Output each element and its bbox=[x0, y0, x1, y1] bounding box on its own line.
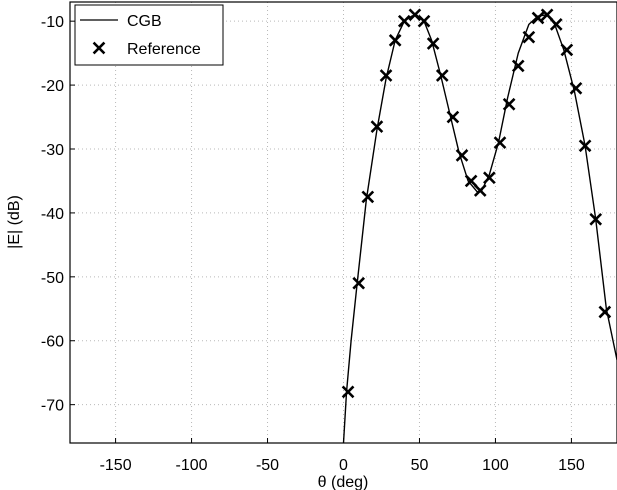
plot-series bbox=[341, 8, 617, 443]
reference-marker bbox=[379, 69, 393, 82]
plot-frame bbox=[69, 1, 617, 444]
reference-marker bbox=[589, 212, 603, 226]
reference-marker bbox=[549, 18, 563, 31]
plot-area bbox=[341, 8, 617, 443]
reference-marker bbox=[455, 149, 469, 162]
legend-label-reference: Reference bbox=[127, 41, 201, 58]
tick-marks bbox=[70, 20, 572, 443]
y-tick-label: -50 bbox=[41, 270, 64, 287]
legend-box bbox=[74, 4, 224, 66]
reference-marker bbox=[540, 8, 554, 22]
reference-marker bbox=[397, 14, 411, 28]
legend-label-cgb: CGB bbox=[127, 13, 162, 30]
reference-marker bbox=[598, 305, 612, 319]
y-axis-label: |E| (dB) bbox=[6, 195, 23, 249]
y-tick-label: -60 bbox=[41, 334, 64, 351]
reference-marker bbox=[464, 174, 478, 188]
x-tick-label: 100 bbox=[482, 457, 509, 474]
reference-marker bbox=[361, 190, 375, 204]
reference-marker bbox=[435, 69, 449, 82]
series-line-cgb bbox=[342, 14, 617, 443]
y-tick-label: -30 bbox=[41, 142, 64, 159]
x-tick-label: -100 bbox=[176, 457, 208, 474]
y-tick-label: -20 bbox=[41, 78, 64, 95]
reference-marker bbox=[426, 37, 440, 50]
y-tick-label: -10 bbox=[41, 14, 64, 31]
reference-marker bbox=[493, 136, 507, 149]
x-axis-label: θ (deg) bbox=[318, 474, 369, 490]
reference-marker bbox=[341, 385, 355, 399]
reference-marker bbox=[417, 14, 431, 28]
reference-marker bbox=[483, 171, 496, 185]
x-tick-label: 150 bbox=[558, 457, 585, 474]
reference-marker bbox=[388, 34, 402, 47]
x-tick-label: 50 bbox=[411, 457, 429, 474]
reference-marker bbox=[511, 59, 525, 73]
tick-labels: -150 -100 -50 0 50 100 150 -10 -20 -30 -40 -50 -60 -7… bbox=[41, 14, 585, 474]
grid bbox=[70, 2, 617, 443]
x-tick-label: -150 bbox=[100, 457, 132, 474]
reference-marker bbox=[560, 43, 574, 57]
reference-marker bbox=[531, 11, 545, 25]
y-tick-label: -70 bbox=[41, 398, 64, 415]
reference-marker bbox=[446, 110, 460, 124]
reference-marker bbox=[578, 139, 592, 153]
reference-marker bbox=[569, 81, 583, 95]
reference-marker bbox=[522, 30, 536, 44]
x-tick-label: -50 bbox=[256, 457, 279, 474]
reference-marker bbox=[502, 97, 516, 111]
reference-marker bbox=[473, 184, 487, 197]
reference-marker bbox=[370, 120, 384, 133]
y-tick-label: -40 bbox=[41, 206, 64, 223]
x-tick-label: 0 bbox=[339, 457, 348, 474]
reference-marker bbox=[408, 8, 422, 22]
reference-marker bbox=[352, 276, 366, 290]
legend: CGB Reference bbox=[74, 4, 224, 66]
legend-marker-swatch bbox=[92, 41, 106, 55]
